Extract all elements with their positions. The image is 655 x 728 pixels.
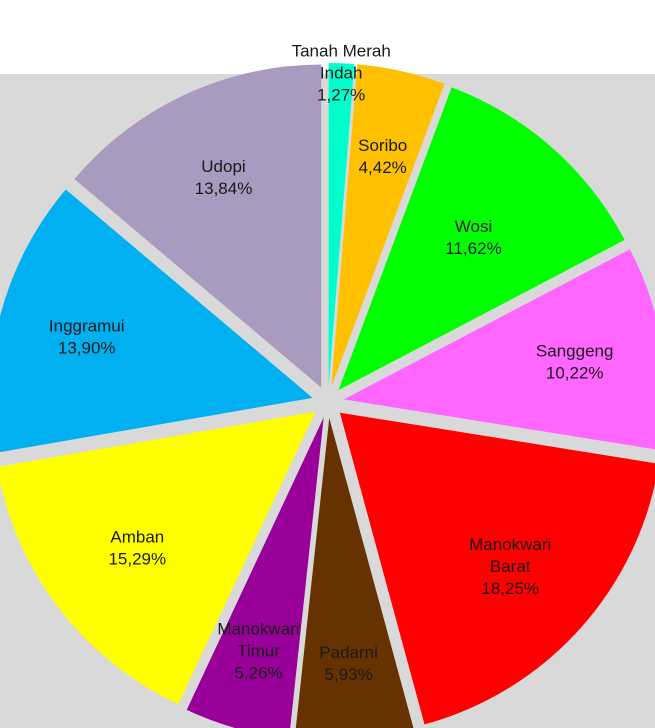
pie-slice-6 xyxy=(186,417,324,728)
slice-value-text: 15,29% xyxy=(108,550,166,569)
slice-name-text: Padarni xyxy=(319,643,378,662)
slice-value-text: 11,62% xyxy=(445,239,501,258)
pie-slice-8 xyxy=(0,189,313,453)
slice-name-text: Indah xyxy=(320,63,363,82)
slice-value-text: 4,42% xyxy=(359,158,407,177)
pie-slice-label-8: Inggramui 13,90% xyxy=(49,317,125,358)
pie-slice-4 xyxy=(339,412,655,725)
slice-value-text: 1,27% xyxy=(317,85,365,104)
slice-name-text: Manokwari xyxy=(217,620,299,639)
slice-value-text: 13,84% xyxy=(195,179,253,198)
pie-slice-label-0: Tanah Merah Indah 1,27% xyxy=(292,41,391,104)
slice-name-text: Amban xyxy=(110,528,164,547)
pie-slice-label-5: Padarni 5,93% xyxy=(319,643,378,684)
slice-name-text: Soribo xyxy=(358,136,407,155)
pie-slice-2 xyxy=(338,87,625,391)
slice-name-text: Tanah Merah xyxy=(292,41,391,60)
pie-slice-label-6: Manokwari Timur 5,26% xyxy=(217,620,299,683)
pie-slice-label-9: Udopi 13,84% xyxy=(195,157,253,198)
slice-value-text: 5,26% xyxy=(234,664,282,683)
pie-slice-label-1: Soribo 4,42% xyxy=(358,136,407,177)
slice-name-text: Manokwari xyxy=(469,535,551,554)
slice-value-text: 5,93% xyxy=(324,665,372,684)
slice-name-text: Timur xyxy=(237,642,280,661)
pie-labels: Tanah Merah Indah 1,27% Soribo 4,42% Wosi 11,6… xyxy=(49,41,614,684)
pie-slice-7 xyxy=(0,411,316,705)
slice-value-text: 18,25% xyxy=(481,579,539,598)
pie-slice-3 xyxy=(343,249,655,450)
pie-slice-9 xyxy=(74,64,322,388)
pie-slice-label-3: Sanggeng 10,22% xyxy=(536,342,614,383)
slice-name-text: Inggramui xyxy=(49,317,125,336)
pie-slice-0 xyxy=(328,63,355,387)
pie-slice-label-4: Manokwari Barat 18,25% xyxy=(469,535,551,598)
pie-slice-label-7: Amban 15,29% xyxy=(108,528,166,569)
slice-name-text: Barat xyxy=(490,557,531,576)
pie-slice-5 xyxy=(295,417,414,728)
slice-name-text: Udopi xyxy=(201,157,245,176)
pie-slices xyxy=(0,63,655,728)
slice-value-text: 13,90% xyxy=(58,339,116,358)
slice-value-text: 10,22% xyxy=(546,364,604,383)
pie-slice-1 xyxy=(331,64,445,387)
slice-name-text: Wosi xyxy=(455,217,492,236)
pie-slice-label-2: Wosi 11,62% xyxy=(445,217,501,258)
slice-name-text: Sanggeng xyxy=(536,342,614,361)
